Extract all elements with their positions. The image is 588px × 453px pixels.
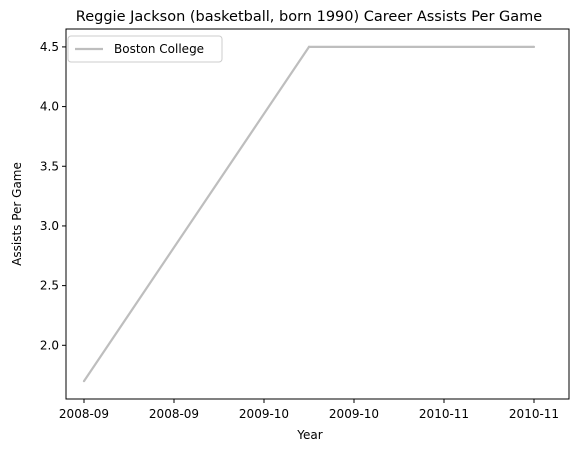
y-axis-ticks: 2.0 2.5 3.0 3.5 4.0 4.5 — [40, 40, 66, 352]
y-tick-label: 3.5 — [40, 159, 59, 173]
x-tick-label: 2008-09 — [59, 407, 109, 421]
x-tick-label: 2009-10 — [239, 407, 289, 421]
y-axis-label: Assists Per Game — [10, 162, 24, 266]
legend-label-boston-college: Boston College — [114, 42, 204, 56]
y-tick-label: 2.5 — [40, 279, 59, 293]
plot-frame — [65, 28, 570, 400]
chart-title: Reggie Jackson (basketball, born 1990) C… — [76, 9, 542, 25]
y-tick-label: 3.0 — [40, 219, 59, 233]
x-axis-label: Year — [296, 428, 322, 442]
series-layer — [82, 45, 536, 383]
y-tick-label: 4.5 — [40, 40, 59, 54]
x-tick-label: 2010-11 — [419, 407, 469, 421]
x-tick-label: 2008-09 — [149, 407, 199, 421]
data-point — [532, 45, 536, 49]
legend: Boston College — [67, 35, 223, 63]
x-tick-label: 2009-10 — [329, 407, 379, 421]
y-tick-label: 4.0 — [40, 100, 59, 114]
y-tick-label: 2.0 — [40, 338, 59, 352]
legend-frame — [67, 35, 223, 63]
x-axis-ticks: 2008-09 2008-09 2009-10 2009-10 2010-11 2010-… — [59, 399, 559, 421]
x-tick-label: 2010-11 — [509, 407, 559, 421]
data-point — [82, 379, 86, 383]
data-point — [307, 45, 311, 49]
